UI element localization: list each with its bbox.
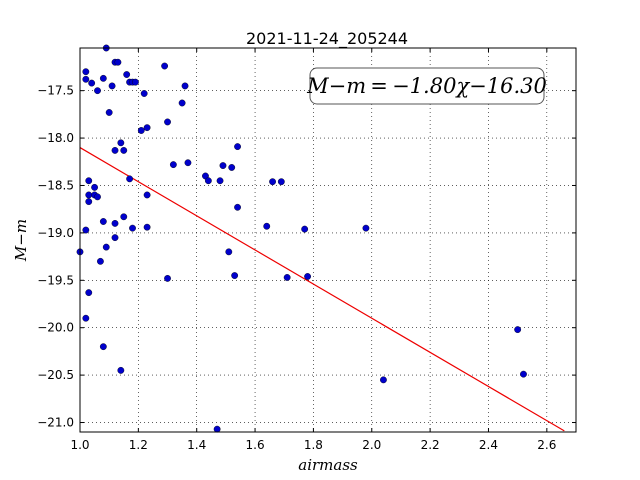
data-point — [97, 257, 104, 265]
data-point — [85, 289, 93, 297]
data-point — [85, 191, 93, 199]
x-tick-label: 1.2 — [129, 438, 148, 452]
data-point — [94, 193, 101, 201]
data-point — [169, 161, 177, 169]
data-points — [76, 44, 527, 433]
data-point — [123, 71, 131, 78]
y-tick-label: −21.0 — [37, 416, 74, 430]
data-point — [117, 139, 125, 147]
data-point — [143, 223, 151, 231]
data-point — [234, 143, 241, 151]
y-tick-label: −20.5 — [37, 368, 74, 382]
x-tick-label: 1.6 — [246, 438, 265, 452]
data-point — [143, 191, 151, 199]
data-point — [137, 127, 145, 134]
data-point — [380, 376, 387, 384]
data-point — [82, 226, 90, 234]
data-point — [277, 178, 285, 186]
x-tick-label: 1.8 — [304, 438, 323, 452]
data-point — [301, 225, 309, 233]
fit-line — [79, 147, 565, 432]
data-point — [82, 314, 90, 322]
data-point — [283, 274, 291, 281]
fit-equation: M−m = −1.80χ−16.30 — [306, 74, 547, 98]
y-axis-label: M−m — [12, 219, 30, 262]
annotation-box — [309, 67, 545, 105]
data-point — [263, 222, 271, 230]
data-point — [362, 224, 370, 232]
data-point — [216, 177, 224, 185]
y-tick-label: −19.5 — [37, 273, 74, 287]
y-tick-label: −18.0 — [37, 131, 74, 145]
data-point — [231, 272, 239, 279]
grid — [80, 48, 576, 432]
data-point — [91, 183, 98, 191]
data-point — [114, 58, 122, 66]
data-point — [234, 203, 241, 211]
data-point — [164, 118, 171, 126]
data-point — [126, 175, 134, 183]
data-point — [102, 243, 110, 251]
data-point — [105, 109, 113, 116]
data-point — [225, 248, 233, 256]
y-tick-label: −17.5 — [37, 84, 74, 98]
x-tick-label: 2.2 — [421, 438, 440, 452]
data-point — [111, 220, 119, 227]
data-point — [94, 87, 101, 95]
data-point — [514, 326, 522, 333]
data-point — [140, 90, 148, 97]
y-tick-label: −20.0 — [37, 321, 74, 335]
x-tick-label: 2.0 — [362, 438, 381, 452]
data-point — [120, 146, 128, 154]
data-point — [111, 146, 119, 154]
data-point — [228, 164, 236, 171]
data-point — [181, 82, 189, 90]
x-tick-label: 1.0 — [70, 438, 89, 452]
data-point — [164, 274, 171, 282]
data-point — [520, 370, 527, 378]
x-tick-label: 2.6 — [537, 438, 556, 452]
data-point — [85, 177, 93, 185]
x-axis-label: airmass — [298, 456, 358, 474]
y-tick-label: −19.0 — [37, 226, 74, 240]
data-point — [88, 79, 96, 87]
x-tick-label: 1.4 — [187, 438, 206, 452]
data-point — [99, 74, 107, 82]
data-point — [213, 425, 221, 433]
y-tick-label: −18.5 — [37, 178, 74, 192]
data-point — [85, 198, 93, 206]
plot-frame — [79, 47, 577, 433]
data-point — [99, 218, 107, 225]
axis-ticks: 1.0 1.2 1.4 1.6 1.8 2.0 2.2 2.4 2.6 −17.5 −18.0 −18… — [37, 48, 576, 452]
data-point — [269, 178, 276, 186]
data-point — [178, 99, 186, 107]
data-point — [99, 343, 107, 351]
data-point — [82, 68, 90, 76]
x-tick-label: 2.4 — [479, 438, 498, 452]
chart-title: 2021-11-24_205244 — [246, 29, 408, 49]
data-point — [219, 162, 227, 169]
data-point — [204, 177, 212, 185]
fit-line-group — [79, 147, 565, 432]
data-point — [143, 124, 151, 132]
data-point — [108, 82, 116, 90]
data-point — [129, 224, 136, 232]
data-point — [304, 273, 311, 280]
data-point — [184, 159, 192, 167]
data-point — [117, 366, 125, 374]
data-point — [120, 213, 128, 221]
data-point — [111, 234, 119, 242]
data-point — [161, 62, 169, 70]
fit-equation-annotation: M−m = −1.80χ−16.30 — [306, 67, 547, 105]
data-point — [132, 78, 139, 86]
data-point — [82, 75, 90, 83]
